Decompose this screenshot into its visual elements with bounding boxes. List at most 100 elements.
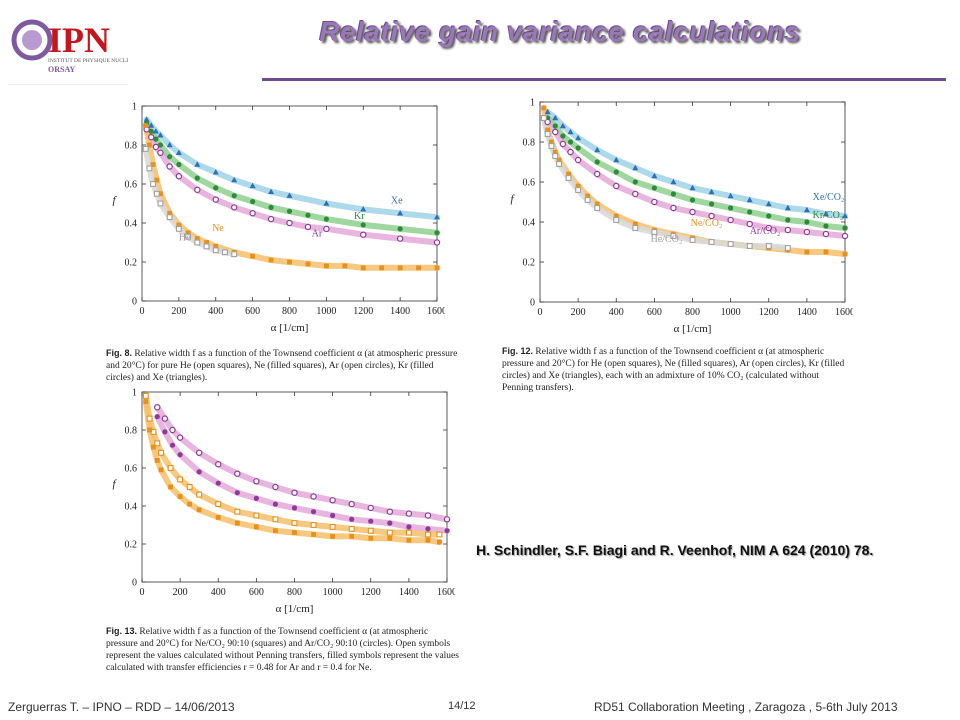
fig13-point-Ne: [405, 529, 412, 536]
fig8-point-He: [175, 225, 182, 232]
fig13-ytick-label: 0.4: [125, 502, 138, 513]
fig13-point-Ar: [310, 509, 317, 515]
logo-ring-icon: [11, 19, 53, 61]
fig8-ytick-label: 0: [132, 297, 137, 308]
fig12-point-Ar: [613, 182, 620, 190]
fig12-point-Ne: [804, 249, 810, 255]
fig12-point-Xe: [784, 204, 791, 211]
fig12-point-He: [765, 243, 772, 249]
fig12-point-Kr: [708, 201, 715, 207]
fig12-point-Xe: [559, 122, 566, 129]
fig13-band-Ne: [142, 392, 443, 538]
fig8-point-Ar: [323, 225, 330, 233]
fig12-point-Kr: [594, 159, 600, 165]
fig8-point-Xe: [212, 169, 219, 175]
fig13-point-Ne: [310, 522, 317, 528]
fig13-point-Ne: [311, 532, 316, 537]
fig8-point-He: [146, 165, 153, 172]
fig8-point-Ar: [396, 235, 404, 242]
fig13-point-Ne: [386, 529, 393, 536]
fig12-series-label: Ne/CO₂: [691, 218, 723, 229]
fig12-point-He: [556, 161, 563, 167]
logo-line1: INSTITUT DE PHYSIQUE NUCLÉAIRE: [48, 56, 128, 64]
caption-fig8: Fig. 8. Relative width f as a function o…: [106, 347, 461, 384]
fig12-point-Ne: [545, 127, 551, 133]
fig12-point-Kr: [804, 219, 810, 225]
fig8-point-He: [231, 251, 238, 258]
fig13-xtick-label: 1600: [437, 587, 455, 598]
fig13-point-Ne: [196, 491, 203, 498]
fig12-point-Kr: [632, 179, 638, 185]
fig13-xtick-label: 200: [173, 587, 188, 598]
fig8-point-He: [212, 247, 219, 254]
fig13-point-Ar: [169, 426, 176, 434]
fig8-point-Xe: [152, 128, 159, 134]
caption-fig8-label: Fig. 8.: [106, 348, 133, 358]
fig12-point-He: [552, 153, 559, 159]
fig8-point-Ne: [194, 236, 200, 241]
logo-core-icon: [22, 30, 42, 50]
fig8-point-Kr: [360, 222, 366, 228]
fig13-point-Ne: [154, 440, 161, 447]
fig13-point-Ar: [291, 489, 298, 496]
fig8-point-Kr: [231, 193, 237, 199]
fig13-point-Ar: [425, 526, 431, 532]
logo-text: IPN: [48, 20, 110, 60]
fig12-point-He: [746, 243, 753, 249]
fig12-point-Ar: [593, 170, 601, 178]
fig8-ytick-label: 0.8: [125, 141, 138, 152]
fig8-point-Ar: [175, 172, 183, 180]
fig12-xtick-label: 200: [571, 307, 586, 318]
fig12-point-He: [548, 143, 555, 149]
caption-fig13-label: Fig. 13.: [106, 626, 138, 636]
fig8-point-Ne: [158, 191, 163, 197]
fig12-point-Ne: [566, 171, 571, 177]
fig12-series-label: He/CO₂: [651, 234, 683, 245]
fig12-point-Ar: [708, 212, 715, 220]
fig8-point-Ne: [185, 230, 191, 236]
fig13-point-Ar: [253, 495, 259, 501]
fig13-ytick-label: 0.2: [125, 540, 138, 551]
fig12-point-Xe: [632, 164, 639, 171]
reference-citation: H. Schindler, S.F. Biagi and R. Veenhof,…: [476, 542, 874, 558]
fig8-point-Ne: [176, 222, 182, 228]
fig8-point-Ne: [397, 265, 403, 271]
fig12-point-He: [708, 239, 715, 245]
fig13-point-Ne: [196, 507, 202, 513]
fig8-point-Xe: [286, 192, 293, 198]
fig8-ylabel: f: [112, 195, 117, 207]
fig8-point-Kr: [286, 208, 293, 214]
fig8-point-Ne: [434, 265, 440, 271]
fig13-point-Ne: [387, 535, 393, 541]
chart-fig13: 0 200 400 600 800 1000 1200 1400 1600 0 0.2 0.4 0.6 0…: [112, 388, 455, 616]
fig8-point-Xe: [166, 141, 173, 148]
fig8-point-Xe: [397, 210, 404, 216]
fig8-point-Kr: [167, 154, 173, 160]
fig13-point-Ne: [330, 534, 336, 539]
fig13-ytick-label: 0: [132, 578, 137, 589]
fig12-point-Xe: [842, 212, 848, 219]
fig8-series-label: Kr: [354, 211, 365, 222]
fig8-point-Ne: [416, 265, 421, 271]
fig13-point-Ar: [162, 429, 168, 435]
fig8-point-He: [153, 190, 160, 197]
logo-line2: ORSAY: [48, 65, 75, 74]
fig8-xtick-label: 1600: [427, 306, 445, 317]
fig8-point-Xe: [360, 206, 367, 212]
fig13-point-Ne: [367, 527, 374, 534]
fig13-point-Ne: [253, 512, 260, 519]
fig13-point-Ne: [146, 415, 153, 422]
fig13-point-Ar: [154, 404, 161, 411]
fig13-ylabel: f: [112, 478, 117, 490]
caption-fig13: Fig. 13. Relative width f as a function …: [106, 625, 461, 674]
fig12-point-Kr: [670, 191, 677, 197]
fig8-point-Ne: [323, 263, 329, 269]
fig8-point-Ar: [230, 204, 238, 211]
fig13-point-Ar: [272, 501, 279, 507]
fig12-xtick-label: 600: [647, 307, 662, 318]
fig8-xtick-label: 600: [245, 306, 260, 317]
fig8-point-Xe: [148, 122, 155, 128]
fig8-point-Ar: [267, 215, 275, 223]
fig12-point-He: [670, 233, 677, 239]
fig8-point-Xe: [249, 182, 256, 189]
